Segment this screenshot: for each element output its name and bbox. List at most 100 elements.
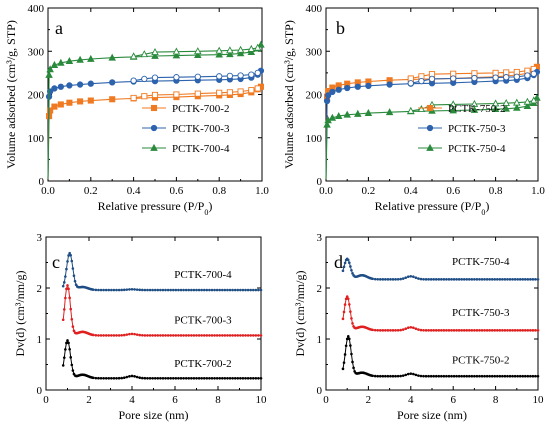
x-tick-label: 1.0 [531,185,545,197]
data-point [407,106,415,114]
data-point [396,328,400,332]
x-axis-title: Pore size (nm) [397,408,467,422]
data-point [428,75,436,83]
data-point [174,334,178,337]
data-point [177,288,180,292]
data-point [457,374,461,378]
data-point [376,328,380,332]
data-point [343,353,347,356]
data-point [143,376,147,380]
data-point [153,334,157,337]
data-point [205,288,209,292]
data-point [350,268,353,272]
data-point [77,98,84,105]
x-tick-label: 4 [129,394,135,406]
panel-letter: c [52,252,60,272]
data-point [233,376,237,380]
data-point [508,329,512,332]
data-point [417,277,420,280]
data-point [231,288,234,292]
x-axis-title-main: Pore size (nm) [119,408,189,422]
data-point [213,288,216,292]
data-point [350,352,353,356]
data-point [171,376,175,380]
data-point [156,334,160,337]
data-point [452,278,456,281]
data-point [72,274,76,278]
data-point [399,277,402,281]
data-point [506,329,509,332]
data-point [406,275,410,279]
data-point [66,284,69,287]
data-point [457,278,461,281]
data-point [386,278,390,281]
data-point [491,99,500,107]
legend-marker [150,143,158,151]
data-point [376,277,380,281]
data-point [221,376,224,380]
y-tick-label: 200 [306,90,323,102]
data-point [107,376,111,380]
data-point [50,60,59,68]
data-point [122,288,126,292]
data-point [346,335,350,338]
data-point [169,288,172,292]
data-point [523,374,527,378]
y-tick-label: 2 [317,283,323,295]
x-tick-label: 0.2 [362,185,376,197]
y-axis-title: Dv(d) (cm³/nm/g) [13,271,27,357]
series-label: PCTK-700-3 [174,315,232,327]
data-point [254,69,261,77]
data-point [394,374,397,378]
data-point [401,277,405,280]
data-point [257,40,265,48]
data-point [117,288,121,292]
data-point [151,51,159,59]
data-point [156,288,160,292]
data-point [218,376,222,380]
data-point [502,104,510,112]
data-point [174,288,178,292]
data-point [485,329,489,332]
legend-marker [150,104,158,112]
data-point [251,376,255,380]
data-point [354,83,361,90]
data-point [465,329,469,332]
legend-label: PCTK-750-2 [448,103,505,115]
data-point [432,374,435,378]
data-point [200,376,203,380]
data-point [133,332,136,336]
data-point [447,374,451,378]
x-tick-label: 0 [43,394,49,406]
data-point [493,329,497,332]
data-point [417,105,426,113]
data-point [249,334,252,337]
data-point [492,74,499,81]
data-point [511,278,514,281]
data-point [141,334,144,337]
data-point [66,260,69,263]
y-axis-title: Dv(d) (cm³/nm/g) [293,271,307,357]
data-point [502,98,510,107]
data-point [46,65,54,73]
data-point [102,376,105,380]
data-point [378,329,382,332]
data-point [513,329,517,332]
data-point [498,278,502,281]
data-point [69,253,73,257]
data-point [530,96,538,104]
data-point [202,376,206,380]
data-point [524,72,531,79]
data-point [445,329,448,332]
data-point [516,329,519,332]
data-point [226,288,229,292]
data-point [66,339,69,342]
data-point [483,278,486,281]
data-point [148,288,152,292]
data-point [498,329,502,332]
y-tick-label: 100 [306,133,323,145]
data-point [490,329,494,332]
data-point [169,334,172,337]
data-point [407,80,414,87]
data-point [164,334,167,337]
